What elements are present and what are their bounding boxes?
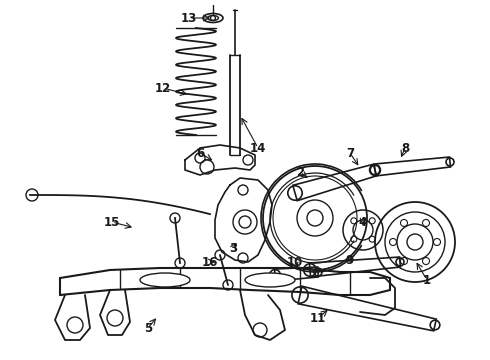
Text: 11: 11 [310,311,326,324]
Text: 2: 2 [296,166,304,179]
Text: 1: 1 [423,274,431,287]
Ellipse shape [245,273,295,287]
Text: 12: 12 [155,81,171,95]
Text: 7: 7 [346,147,354,159]
Text: 6: 6 [196,147,204,159]
Text: 16: 16 [202,256,218,269]
Text: 8: 8 [401,141,409,154]
Text: 13: 13 [181,12,197,24]
Text: 9: 9 [346,253,354,266]
Text: 10: 10 [287,256,303,269]
Text: 3: 3 [229,242,237,255]
Text: 5: 5 [144,321,152,334]
Text: 15: 15 [104,216,120,229]
Text: 4: 4 [359,216,367,229]
Ellipse shape [140,273,190,287]
Text: 14: 14 [250,141,266,154]
